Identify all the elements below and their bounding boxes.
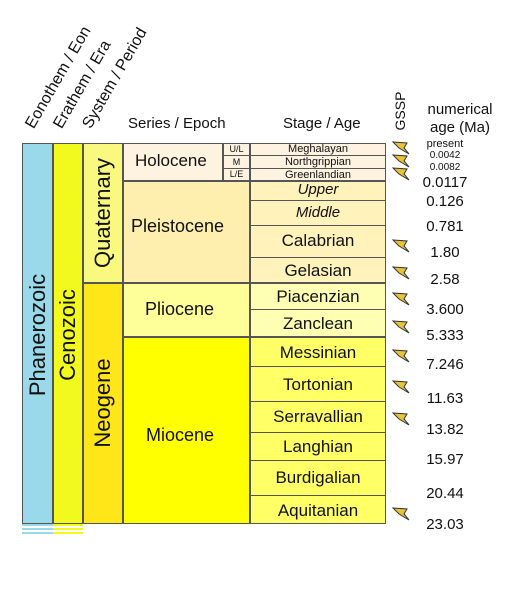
- holocene-subdivision-lower: L/E: [229, 169, 244, 179]
- stage-serravallian: Serravallian: [273, 407, 363, 426]
- divider: [250, 401, 386, 402]
- age-value: 13.82: [426, 421, 464, 438]
- age-value: 0.0042: [429, 150, 461, 161]
- divider: [250, 225, 386, 226]
- header-stage: Stage / Age: [283, 115, 361, 132]
- stage-greenlandian: Greenlandian: [284, 169, 352, 181]
- divider: [223, 155, 250, 156]
- epoch-pliocene-label: Pliocene: [145, 299, 215, 319]
- header-gssp: GSSP: [392, 91, 408, 131]
- stage-calabrian: Calabrian: [281, 231, 355, 250]
- age-value: 20.44: [426, 485, 464, 502]
- epoch-miocene-label: Miocene: [146, 425, 215, 445]
- stage-pleistocene-block: [250, 181, 386, 283]
- holocene-subdivision-cell: [223, 143, 250, 181]
- stage-langhian: Langhian: [283, 437, 353, 456]
- age-value: 0.781: [426, 218, 464, 235]
- header-series: Series / Epoch: [128, 115, 226, 132]
- header-age-line1: numerical: [427, 101, 493, 118]
- divider: [250, 460, 386, 461]
- period-quaternary-cell: [83, 143, 123, 283]
- era-cenozoic-cell: [53, 143, 83, 524]
- golden-spike-icon: [391, 264, 411, 282]
- divider: [223, 168, 250, 169]
- golden-spike-icon: [391, 505, 411, 523]
- holocene-subdivision-middle: M: [232, 157, 241, 167]
- age-present: present: [426, 138, 464, 150]
- epoch-miocene-cell: [123, 337, 250, 524]
- age-value: 7.246: [426, 356, 464, 373]
- stage-zanclean: Zanclean: [283, 314, 353, 333]
- stage-pliocene-block: [250, 283, 386, 337]
- golden-spike-icon: [391, 139, 411, 157]
- period-quaternary-label: Quaternary: [90, 157, 115, 269]
- stage-burdigalian: Burdigalian: [275, 468, 361, 487]
- stage-aquitanian: Aquitanian: [277, 501, 359, 520]
- age-value: 0.0117: [422, 174, 468, 191]
- stage-tortonian: Tortonian: [283, 375, 353, 394]
- header-numerical-age: numerical age (Ma): [424, 101, 496, 137]
- age-value: 3.600: [426, 301, 464, 318]
- age-value: 15.97: [426, 451, 464, 468]
- golden-spike-icon: [391, 165, 411, 183]
- stage-northgrippian: Northgrippian: [284, 156, 352, 168]
- age-value: 5.333: [426, 327, 464, 344]
- divider: [250, 155, 386, 156]
- golden-spike-icon: [391, 410, 411, 428]
- divider: [250, 495, 386, 496]
- stage-gelasian: Gelasian: [284, 261, 352, 280]
- header-age-line2: age (Ma): [429, 119, 491, 136]
- holocene-subdivision-upper: U/L: [229, 144, 244, 154]
- golden-spike-icon: [391, 290, 411, 308]
- divider: [250, 366, 386, 367]
- age-value: 0.126: [426, 193, 464, 210]
- stage-upper-pleistocene: Upper: [297, 181, 339, 198]
- age-value: 23.03: [426, 516, 464, 533]
- stage-holocene-block: [250, 143, 386, 181]
- stage-messinian: Messinian: [279, 343, 357, 362]
- eon-continuation-stripes: [22, 524, 53, 535]
- age-value: 11.63: [426, 390, 464, 407]
- divider: [250, 200, 386, 201]
- age-value: 0.0082: [429, 162, 461, 173]
- period-neogene-cell: [83, 283, 123, 524]
- era-continuation-stripes: [53, 524, 83, 535]
- epoch-pleistocene-label: Pleistocene: [131, 216, 225, 236]
- epoch-holocene-cell: [123, 143, 223, 181]
- golden-spike-icon: [391, 347, 411, 365]
- age-value: 1.80: [430, 244, 460, 261]
- epoch-pleistocene-cell: [123, 181, 250, 283]
- golden-spike-icon: [391, 318, 411, 336]
- golden-spike-icon: [391, 237, 411, 255]
- divider: [250, 309, 386, 310]
- period-neogene-label: Neogene: [90, 358, 115, 448]
- stage-miocene-block: [250, 337, 386, 524]
- divider: [250, 432, 386, 433]
- divider: [250, 168, 386, 169]
- divider: [250, 257, 386, 258]
- stage-meghalayan: Meghalayan: [288, 143, 348, 155]
- stage-middle-pleistocene: Middle: [295, 204, 341, 221]
- eon-phanerozoic-label: Phanerozoic: [25, 273, 50, 397]
- golden-spike-icon: [391, 152, 411, 170]
- era-cenozoic-label: Cenozoic: [55, 289, 80, 381]
- eon-phanerozoic-cell: [22, 143, 53, 524]
- golden-spike-icon: [391, 378, 411, 396]
- epoch-holocene-label: Holocene: [135, 151, 207, 170]
- age-value: 2.58: [430, 271, 460, 288]
- stage-piacenzian: Piacenzian: [276, 287, 360, 306]
- epoch-pliocene-cell: [123, 283, 250, 337]
